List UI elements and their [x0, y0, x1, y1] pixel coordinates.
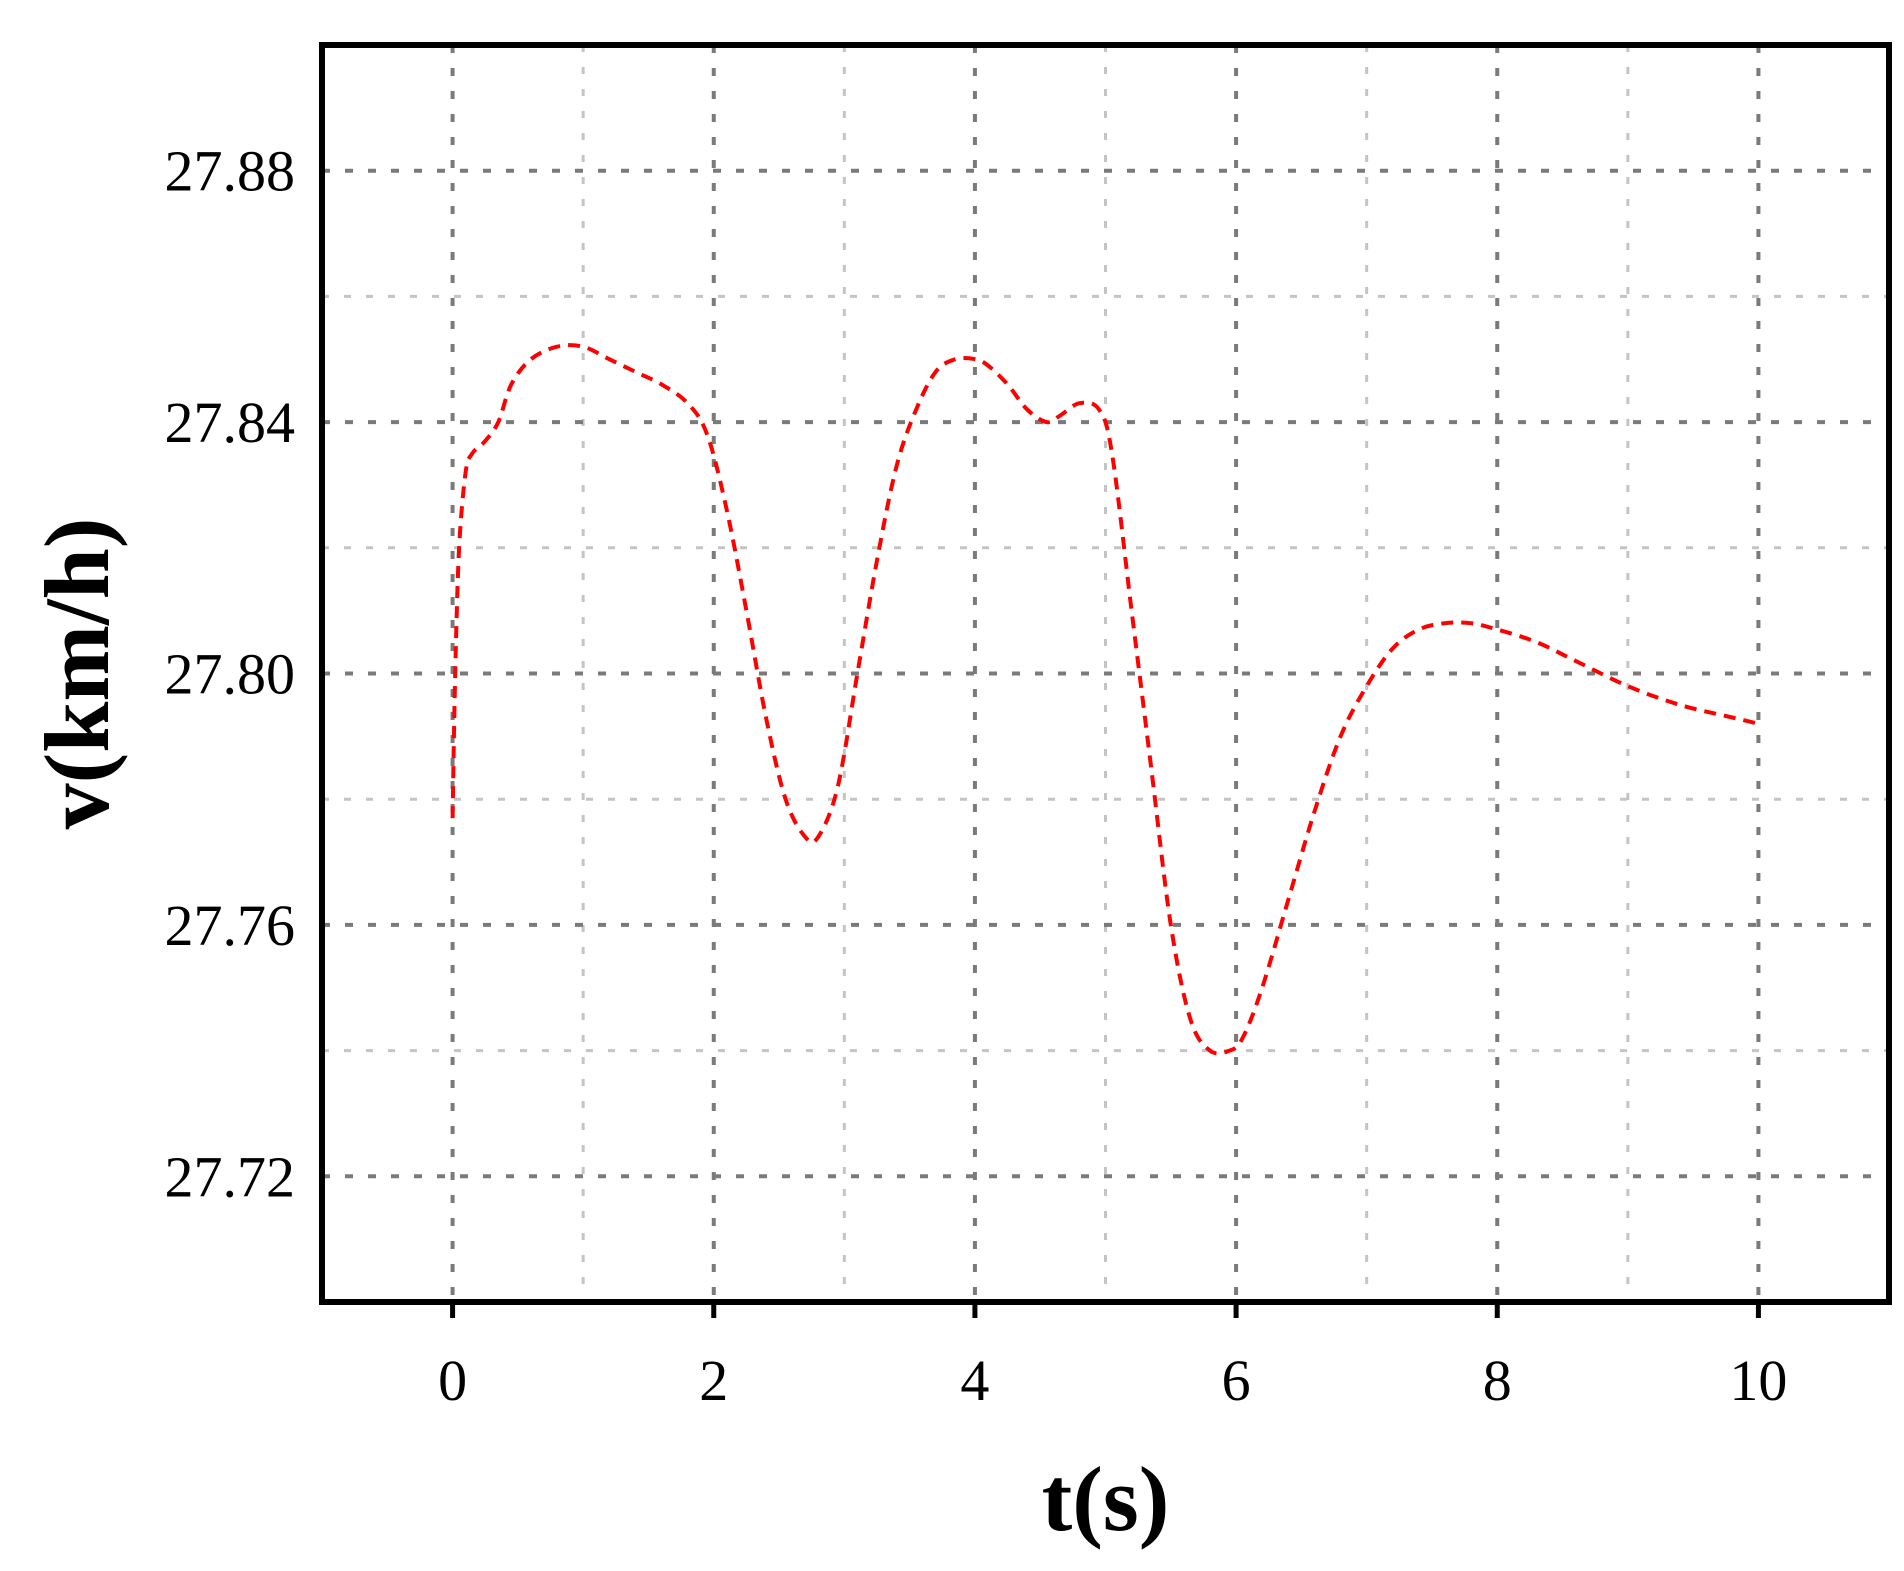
series-line — [450, 343, 1759, 1056]
x-tick-label: 6 — [1222, 1348, 1251, 1413]
x-axis-ticks: 0 2 4 6 8 10 — [438, 1302, 1787, 1413]
x-tick-label: 8 — [1483, 1348, 1512, 1413]
y-axis-title: v(km/h) — [26, 518, 128, 830]
y-axis-ticks: 27.72 27.76 27.80 27.84 27.88 — [165, 139, 296, 1210]
major-grid — [322, 45, 1889, 1302]
x-tick-label: 2 — [699, 1348, 728, 1413]
x-axis-title: t(s) — [1042, 1448, 1170, 1550]
y-tick-label: 27.72 — [165, 1144, 296, 1209]
x-tick-label: 4 — [960, 1348, 989, 1413]
y-tick-label: 27.88 — [165, 139, 296, 204]
x-tick-label: 0 — [438, 1348, 467, 1413]
x-tick-label: 10 — [1729, 1348, 1787, 1413]
plot-frame — [319, 42, 1892, 1305]
y-tick-label: 27.76 — [165, 893, 296, 958]
y-tick-label: 27.80 — [165, 642, 296, 707]
series-layer — [450, 343, 1759, 1056]
y-tick-label: 27.84 — [165, 390, 296, 455]
